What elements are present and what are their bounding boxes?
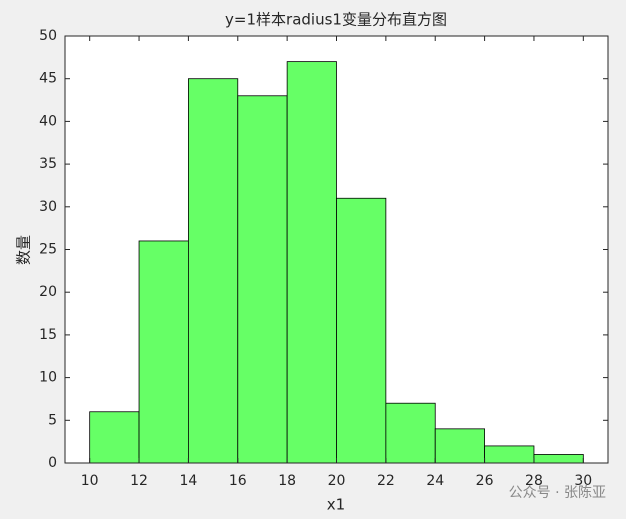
y-tick-label: 30	[39, 199, 57, 215]
x-tick-label: 10	[81, 473, 99, 489]
x-tick-label: 22	[377, 473, 395, 489]
y-tick-label: 5	[48, 412, 57, 428]
y-tick-label: 35	[39, 156, 57, 172]
y-tick-label: 45	[39, 71, 57, 87]
x-tick-label: 30	[574, 473, 592, 489]
watermark: 公众号 · 张陈亚	[509, 484, 606, 501]
x-tick-label: 12	[130, 473, 148, 489]
y-tick-label: 20	[39, 284, 57, 300]
bar	[336, 197, 387, 464]
bar	[138, 240, 189, 464]
bar	[385, 402, 436, 464]
y-tick-label: 15	[39, 327, 57, 343]
x-tick-label: 20	[328, 473, 346, 489]
y-tick-label: 40	[39, 113, 57, 129]
bar	[484, 445, 535, 464]
x-tick-label: 28	[525, 473, 543, 489]
y-axis-label: 数量	[15, 235, 33, 265]
bar	[533, 454, 584, 464]
bar	[237, 95, 288, 464]
x-tick-label: 14	[179, 473, 197, 489]
bar	[286, 61, 337, 464]
x-tick-label: 26	[476, 473, 494, 489]
y-tick-label: 50	[39, 28, 57, 44]
chart-title: y=1样本radius1变量分布直方图	[225, 11, 447, 29]
y-tick-label: 10	[39, 370, 57, 386]
bar	[188, 78, 239, 464]
y-tick-label: 0	[48, 455, 57, 471]
x-tick-label: 24	[426, 473, 444, 489]
bar	[89, 411, 140, 464]
bar	[434, 428, 485, 464]
x-axis-label: x1	[327, 496, 345, 514]
x-tick-label: 18	[278, 473, 296, 489]
x-tick-label: 16	[229, 473, 247, 489]
y-tick-label: 25	[39, 242, 57, 258]
